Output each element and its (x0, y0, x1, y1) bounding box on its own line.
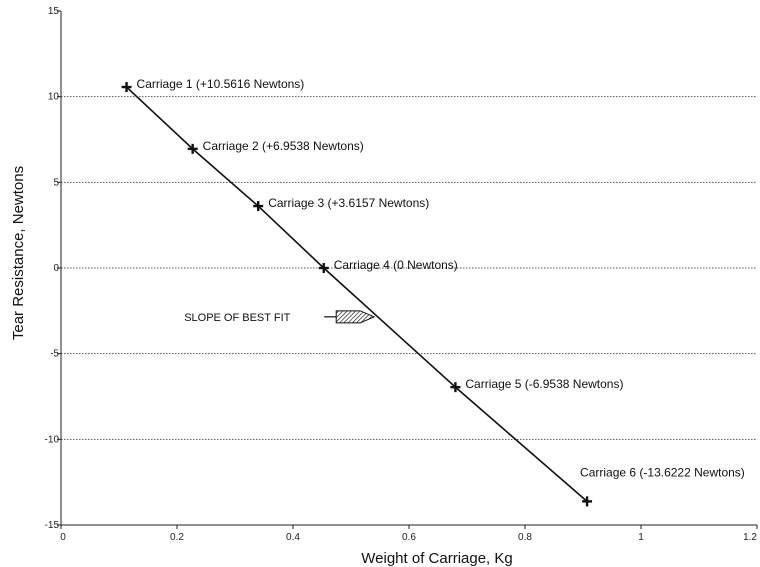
data-point-marker (187, 143, 198, 154)
x-tick-label: 1 (638, 532, 644, 543)
x-tick-label: 1.2 (743, 532, 757, 543)
x-tick-label: 0.6 (402, 532, 416, 543)
series-line-group (125, 86, 588, 502)
data-point-marker (582, 496, 593, 507)
data-point-marker (121, 82, 132, 93)
annotation-text: SLOPE OF BEST FIT (184, 312, 290, 324)
data-point-label: Carriage 3 (+3.6157 Newtons) (268, 196, 429, 210)
annotation-arrow-icon (335, 310, 376, 324)
y-tick-label: 0 (53, 263, 59, 274)
data-point-label: Carriage 1 (+10.5616 Newtons) (137, 77, 305, 91)
x-tick-label: 0 (60, 532, 66, 543)
data-point-labels: Carriage 1 (+10.5616 Newtons) Carriage 2 … (137, 77, 745, 479)
gridlines (61, 96, 757, 440)
data-point-marker (253, 201, 264, 212)
x-tick-label: 0.2 (170, 532, 184, 543)
data-point-markers (121, 82, 593, 507)
best-fit-line (125, 86, 588, 502)
y-tick-label: 10 (48, 92, 60, 103)
data-point-label: Carriage 2 (+6.9538 Newtons) (203, 139, 364, 153)
y-tick-label: 5 (53, 177, 59, 188)
y-axis-title: Tear Resistance, Newtons (10, 166, 27, 340)
x-tick-label: 0.8 (518, 532, 532, 543)
y-tick-label: 15 (48, 6, 60, 17)
data-point-label: Carriage 4 (0 Newtons) (334, 258, 458, 272)
y-tick-labels: 15 10 5 0 -5 -10 -15 (45, 6, 61, 531)
y-tick-label: -5 (50, 349, 59, 360)
x-tick-label: 0.4 (286, 532, 300, 543)
slope-annotation: SLOPE OF BEST FIT (184, 310, 376, 324)
y-tick-label: -15 (45, 520, 60, 531)
x-tick-labels: 0 0.2 0.4 0.6 0.8 1 1.2 (60, 525, 758, 543)
data-point-label: Carriage 6 (-13.6222 Newtons) (580, 465, 745, 479)
data-point-marker (318, 263, 329, 273)
data-point-label: Carriage 5 (-6.9538 Newtons) (465, 377, 623, 391)
data-point-marker (450, 382, 461, 393)
y-tick-label: -10 (45, 434, 60, 445)
x-axis-title: Weight of Carriage, Kg (361, 550, 512, 567)
